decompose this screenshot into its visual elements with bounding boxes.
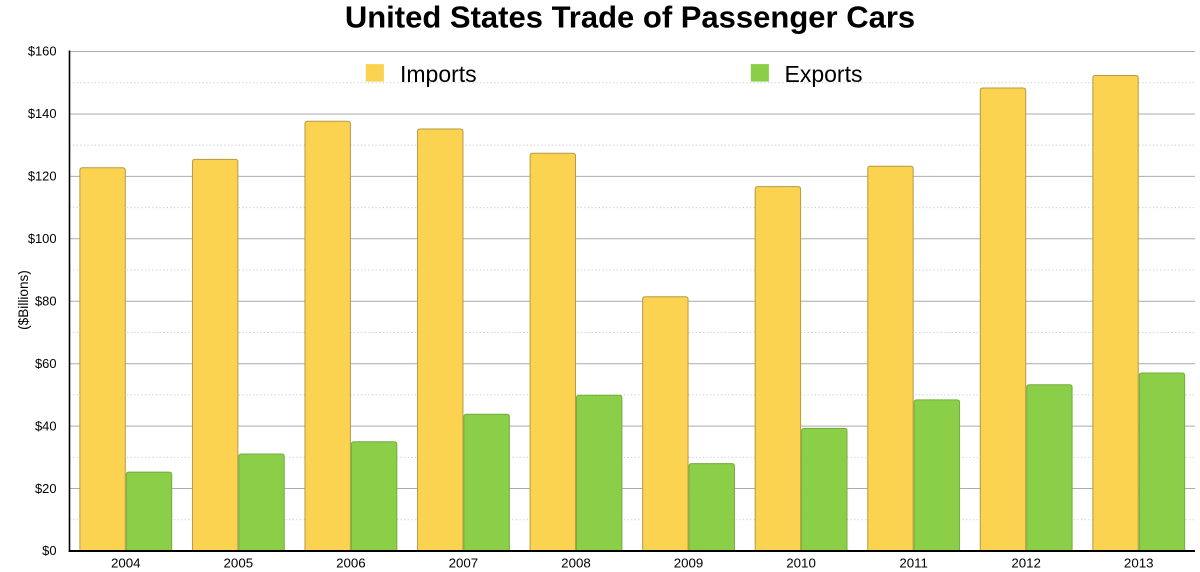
svg-text:$140: $140 (28, 106, 57, 121)
svg-text:2008: 2008 (561, 556, 591, 571)
svg-text:2009: 2009 (674, 556, 704, 571)
svg-text:$120: $120 (28, 169, 57, 184)
svg-text:United States Trade of Passeng: United States Trade of Passenger Cars (345, 0, 915, 35)
svg-text:2004: 2004 (111, 556, 141, 571)
svg-text:2006: 2006 (336, 556, 366, 571)
svg-text:$40: $40 (35, 418, 57, 433)
svg-text:$20: $20 (35, 481, 57, 496)
svg-text:2005: 2005 (224, 556, 254, 571)
svg-text:$100: $100 (28, 231, 57, 246)
svg-text:2007: 2007 (449, 556, 479, 571)
svg-text:2013: 2013 (1124, 556, 1154, 571)
svg-text:2012: 2012 (1011, 556, 1041, 571)
svg-text:($Billions): ($Billions) (16, 270, 31, 330)
svg-text:$60: $60 (35, 356, 57, 371)
svg-text:$0: $0 (42, 543, 56, 558)
svg-text:$80: $80 (35, 293, 57, 308)
svg-text:$160: $160 (28, 44, 57, 59)
svg-text:2010: 2010 (786, 556, 816, 571)
svg-text:Imports: Imports (400, 61, 477, 87)
svg-text:2011: 2011 (899, 556, 928, 571)
svg-text:Exports: Exports (785, 61, 863, 87)
